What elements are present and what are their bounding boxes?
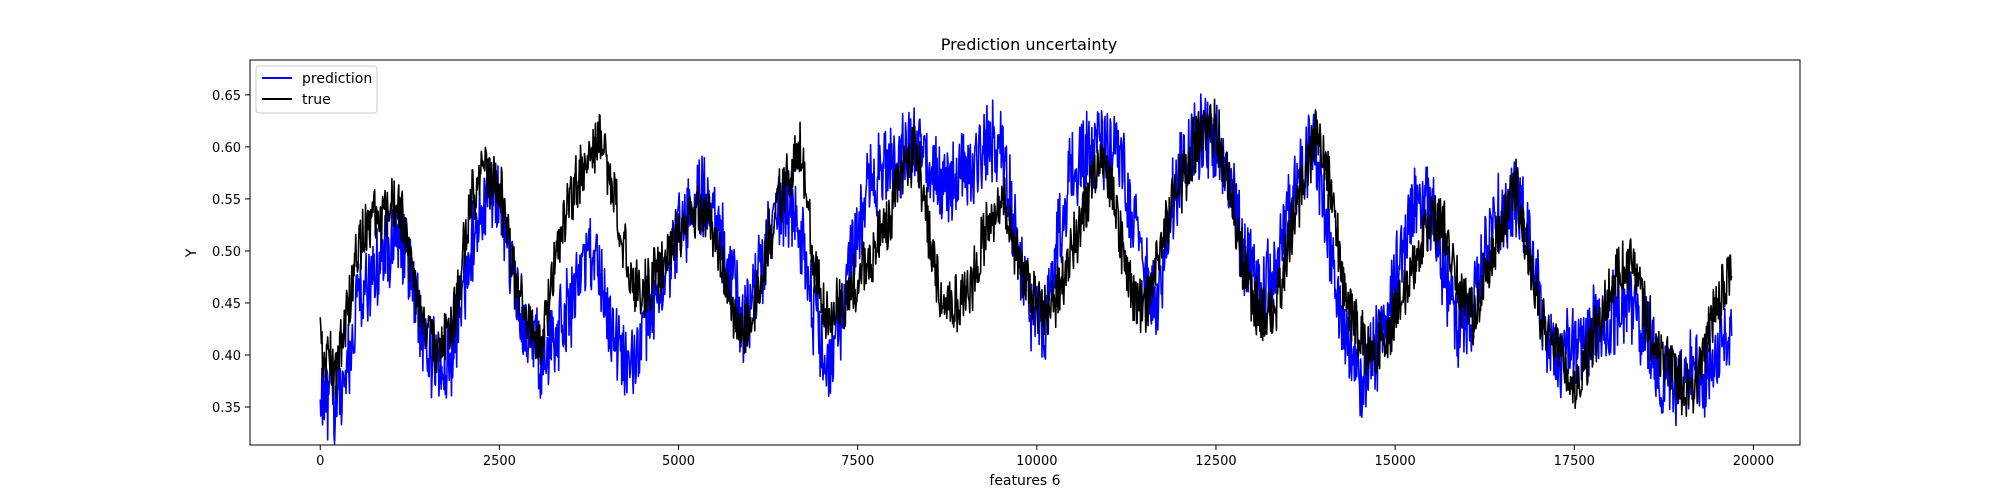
- x-axis: 0 2500 5000 7500 10000 12500 15000 17500 20000: [316, 445, 1774, 469]
- plot-frame: [249, 59, 1801, 446]
- x-tick-label: 20000: [1733, 454, 1774, 469]
- y-axis-label: Y: [184, 248, 200, 258]
- y-tick-label: 0.50: [212, 245, 241, 260]
- y-tick-label: 0.65: [212, 89, 241, 104]
- legend: prediction true: [255, 65, 378, 114]
- x-tick-label: 15000: [1374, 454, 1415, 469]
- y-tick-label: 0.55: [212, 193, 241, 208]
- x-tick-label: 17500: [1554, 454, 1595, 469]
- x-tick-label: 0: [316, 454, 324, 469]
- x-tick-label: 10000: [1016, 454, 1057, 469]
- x-tick-label: 12500: [1195, 454, 1236, 469]
- y-axis: 0.35 0.40 0.45 0.50 0.55 0.60 0.65: [212, 89, 250, 416]
- series-line-true: [319, 98, 1733, 417]
- y-tick-label: 0.35: [212, 401, 241, 416]
- x-axis-label: features 6: [989, 473, 1060, 489]
- chart-title: Prediction uncertainty: [941, 35, 1117, 54]
- y-tick-label: 0.60: [212, 141, 241, 156]
- x-tick-label: 2500: [483, 454, 516, 469]
- series-layer: [319, 93, 1733, 445]
- x-tick-label: 5000: [662, 454, 695, 469]
- legend-label-prediction: prediction: [302, 71, 372, 87]
- y-tick-label: 0.40: [212, 349, 241, 364]
- y-tick-label: 0.45: [212, 297, 241, 312]
- legend-label-true: true: [302, 92, 331, 108]
- x-tick-label: 7500: [841, 454, 874, 469]
